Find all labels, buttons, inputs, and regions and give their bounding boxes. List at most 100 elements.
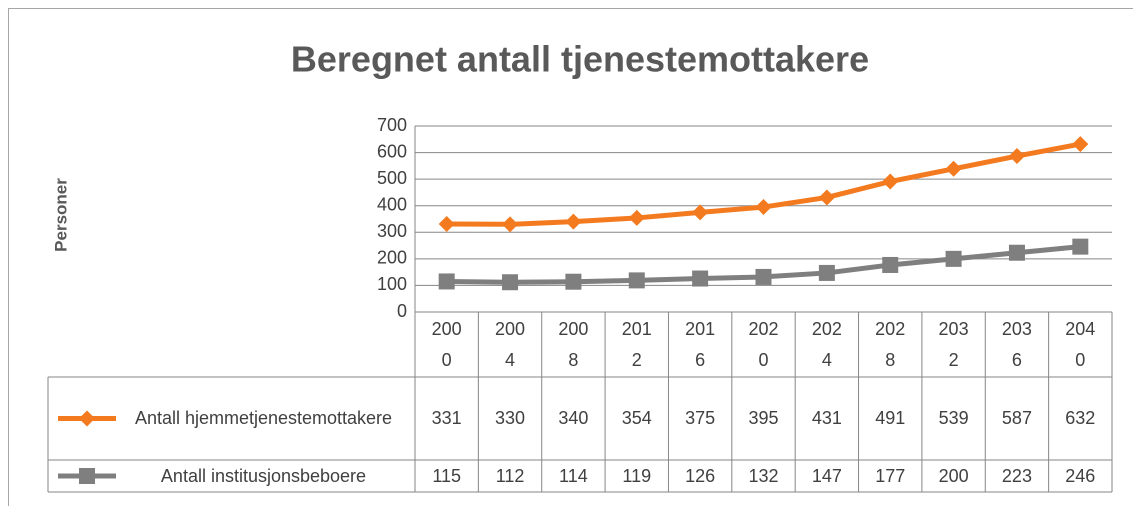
x-tick-label-text: 2036 <box>1001 318 1032 370</box>
x-tick-label-text: 2028 <box>875 318 906 370</box>
y-tick-label: 400 <box>377 194 407 214</box>
x-tick-label: 2028 <box>859 312 922 377</box>
point <box>502 216 519 233</box>
x-tick-label-text: 2032 <box>938 318 969 370</box>
data-table-value: 119 <box>605 460 668 492</box>
data-table-value-text: 431 <box>811 408 842 428</box>
data-table-value: 126 <box>668 460 731 492</box>
x-tick-label: 2036 <box>985 312 1048 377</box>
y-tick-label: 300 <box>377 221 407 241</box>
data-table-value-text: 632 <box>1065 408 1096 428</box>
point <box>1072 136 1089 153</box>
point <box>755 199 772 216</box>
data-table-value: 632 <box>1049 377 1112 460</box>
x-tick-label: 2016 <box>668 312 731 377</box>
x-tick-label: 2020 <box>732 312 795 377</box>
data-table-value-text: 177 <box>875 465 906 486</box>
data-table-value: 354 <box>605 377 668 460</box>
point <box>818 189 835 206</box>
legend-label: Antall institusjonsbeboere <box>116 460 411 492</box>
point <box>882 256 899 273</box>
point <box>565 273 582 290</box>
point <box>1008 244 1025 261</box>
x-tick-label-text: 2004 <box>495 318 526 370</box>
data-table-value-text: 375 <box>685 408 716 428</box>
point <box>628 272 645 289</box>
data-table-value-text: 112 <box>495 465 525 486</box>
data-table-value: 147 <box>795 460 858 492</box>
point <box>1072 238 1089 255</box>
data-table-value: 246 <box>1049 460 1112 492</box>
data-table-value-text: 395 <box>748 408 779 428</box>
data-table-value: 112 <box>478 460 541 492</box>
legend-key-marker <box>79 410 95 427</box>
point <box>1008 148 1025 165</box>
point <box>438 216 455 233</box>
data-table-value-text: 119 <box>622 465 652 486</box>
data-table-value-text: 115 <box>432 465 462 486</box>
point <box>945 160 962 177</box>
data-table-value-text: 223 <box>1001 465 1032 486</box>
y-tick-label: 0 <box>397 301 407 321</box>
data-table-value-text: 246 <box>1065 465 1096 486</box>
data-table-value-text: 132 <box>748 465 779 486</box>
legend-label-text: Antall institusjonsbeboere <box>160 465 367 486</box>
data-table-value: 375 <box>668 377 731 460</box>
data-table-value-text: 330 <box>495 408 526 428</box>
point <box>502 274 519 291</box>
point <box>818 264 835 281</box>
data-table-value: 132 <box>732 460 795 492</box>
data-table-value-text: 340 <box>558 408 589 428</box>
point <box>755 268 772 285</box>
x-tick-label: 2024 <box>795 312 858 377</box>
x-tick-label-text: 2024 <box>811 318 842 370</box>
y-tick-label: 100 <box>377 274 407 294</box>
data-table-value: 114 <box>542 460 605 492</box>
data-table-value: 587 <box>985 377 1048 460</box>
point <box>565 213 582 230</box>
legend-label: Antall hjemmetjenestemottakere <box>116 377 411 460</box>
y-tick-label: 200 <box>377 248 407 268</box>
point <box>882 173 899 190</box>
x-tick-label: 2032 <box>922 312 985 377</box>
data-table-value-text: 331 <box>431 408 462 428</box>
data-table-value-text: 539 <box>938 408 969 428</box>
x-tick-label-text: 2016 <box>685 318 716 370</box>
y-tick-label: 500 <box>377 168 407 188</box>
x-tick-label: 2008 <box>542 312 605 377</box>
data-table-value: 431 <box>795 377 858 460</box>
x-tick-label: 2004 <box>478 312 541 377</box>
data-table-value: 539 <box>922 377 985 460</box>
data-table-value: 491 <box>859 377 922 460</box>
data-table-value: 330 <box>478 377 541 460</box>
data-table-value-text: 354 <box>621 408 652 428</box>
x-tick-label-text: 2020 <box>748 318 779 370</box>
data-table-value: 223 <box>985 460 1048 492</box>
point <box>945 250 962 267</box>
y-axis-label: Personer <box>51 178 70 252</box>
legend-key-marker <box>79 468 95 484</box>
data-table-value: 115 <box>415 460 478 492</box>
x-tick-label: 2012 <box>605 312 668 377</box>
x-tick-label-text: 2040 <box>1065 318 1096 370</box>
x-tick-label: 2000 <box>415 312 478 377</box>
data-table-value-text: 147 <box>811 465 842 486</box>
data-table-value-text: 126 <box>685 465 716 486</box>
point <box>628 209 645 226</box>
chart-title: Beregnet antall tjenestemottakere <box>291 39 869 80</box>
data-table-value: 177 <box>859 460 922 492</box>
data-table-value: 200 <box>922 460 985 492</box>
data-table-value: 331 <box>415 377 478 460</box>
point <box>692 204 709 221</box>
data-table-value: 395 <box>732 377 795 460</box>
data-table-value-text: 114 <box>559 465 588 486</box>
point <box>692 270 709 287</box>
y-tick-label: 700 <box>377 115 407 135</box>
data-table-value-text: 491 <box>875 408 906 428</box>
data-table-value-text: 587 <box>1001 408 1032 428</box>
x-tick-label-text: 2000 <box>431 318 462 370</box>
data-table-value-text: 200 <box>938 465 969 486</box>
point <box>438 273 455 290</box>
